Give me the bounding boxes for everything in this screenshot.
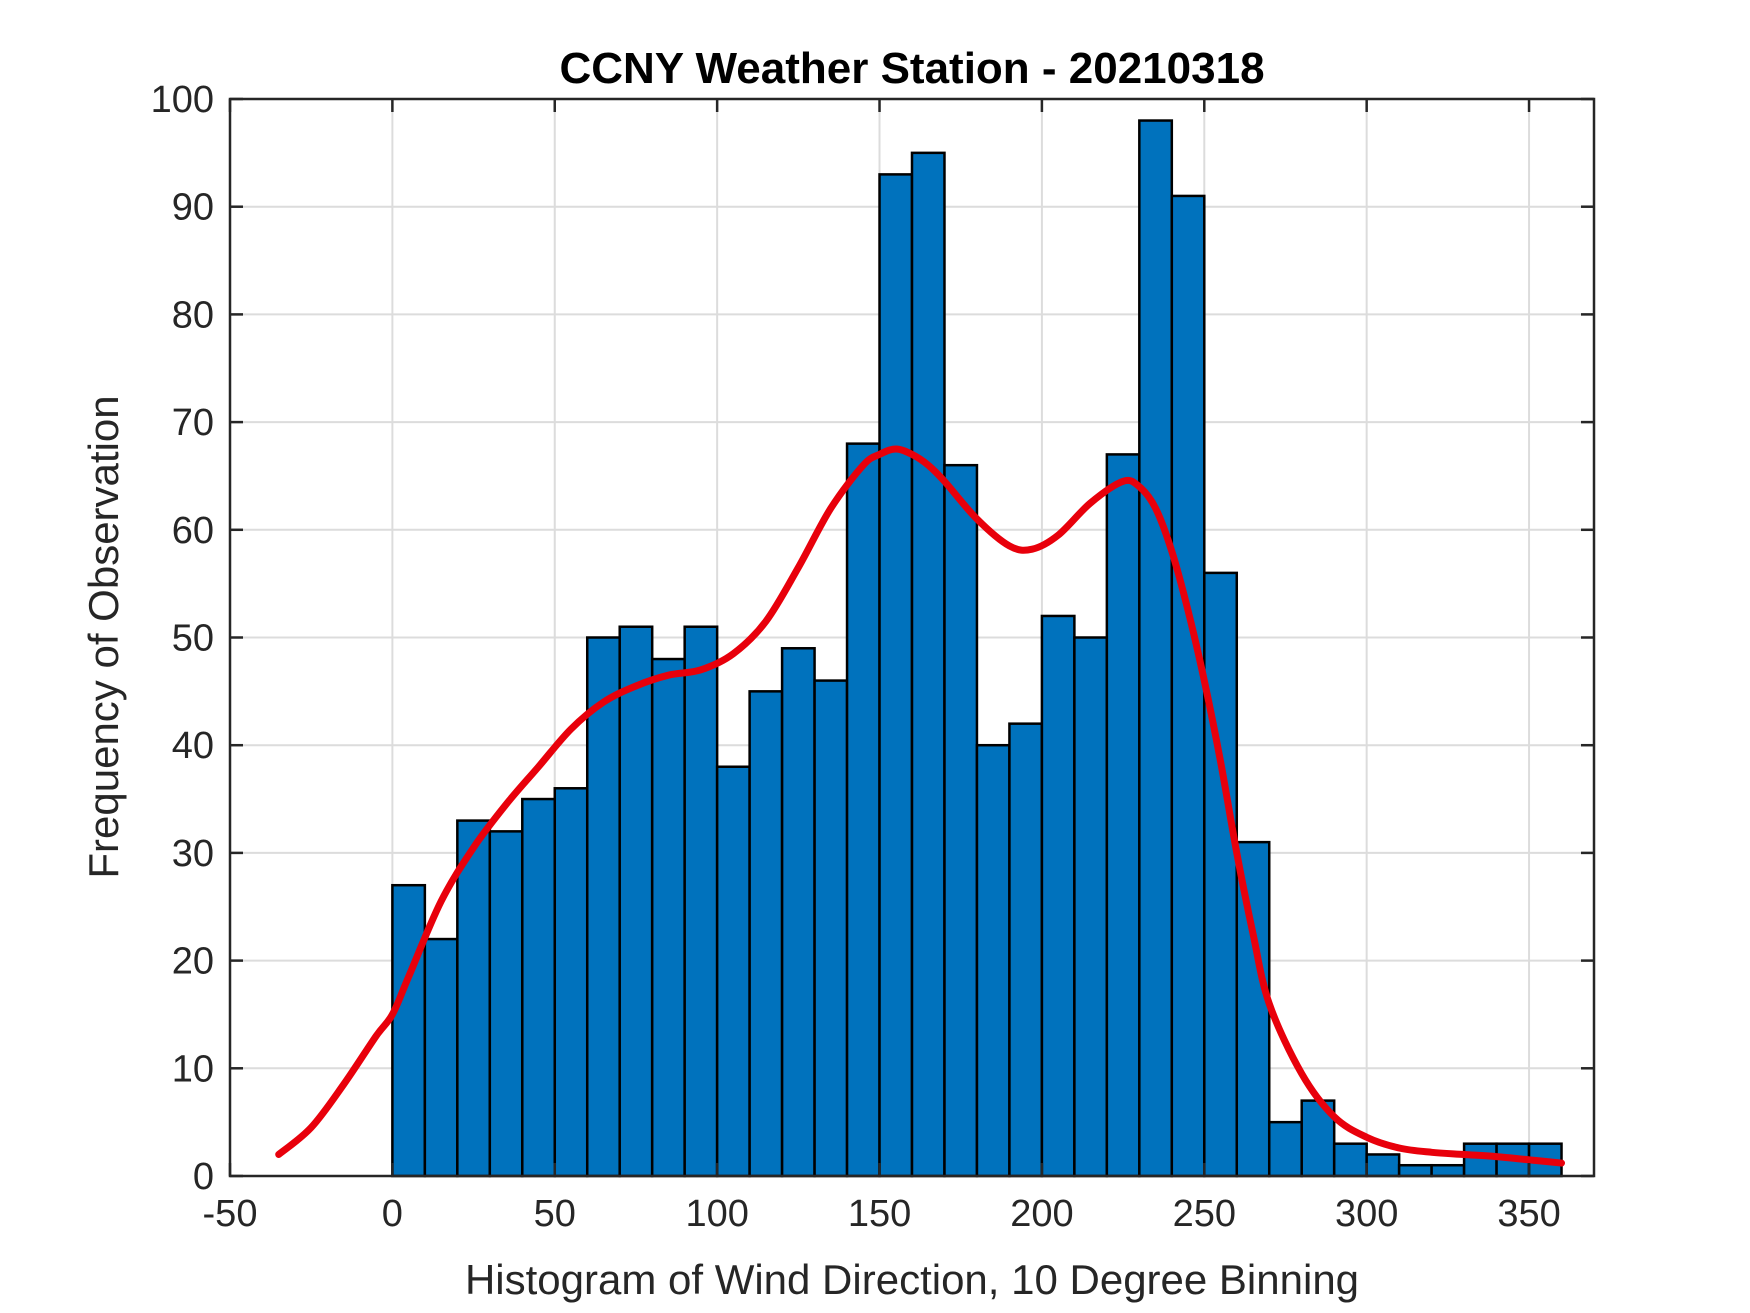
histogram-bar (878, 173, 914, 1178)
chart-title: CCNY Weather Station - 20210318 (559, 44, 1264, 93)
x-tick-label: -50 (203, 1193, 258, 1235)
histogram-bar (1170, 194, 1206, 1178)
histogram-bar (1138, 119, 1174, 1178)
y-tick-label: 100 (151, 79, 214, 121)
y-tick-labels: 0 10 20 30 40 50 60 70 80 90 100 (151, 79, 214, 1198)
histogram-bar (943, 463, 979, 1178)
histogram-bar (1105, 453, 1141, 1178)
histogram-bar (715, 765, 751, 1178)
histogram-bar (650, 657, 686, 1178)
y-tick-label: 90 (172, 187, 214, 229)
histogram-bar (683, 625, 719, 1178)
histogram-bar (1203, 571, 1239, 1178)
x-tick-label: 250 (1173, 1193, 1236, 1235)
histogram-bar (521, 797, 557, 1178)
x-tick-label: 350 (1497, 1193, 1560, 1235)
x-tick-label: 50 (534, 1193, 576, 1235)
histogram-bar (1332, 1142, 1368, 1178)
x-tick-labels: -50 0 50 100 150 200 250 300 350 (203, 1193, 1561, 1235)
histogram-bar (1073, 636, 1109, 1178)
x-tick-label: 150 (848, 1193, 911, 1235)
histogram-bar (1365, 1153, 1401, 1178)
histogram-bar (813, 679, 849, 1178)
histogram-bar (1462, 1142, 1498, 1178)
y-tick-label: 30 (172, 833, 214, 875)
histogram-bar (845, 442, 881, 1178)
histogram-bar (423, 937, 459, 1178)
histogram-bar (1430, 1163, 1466, 1178)
histogram-bar (780, 647, 816, 1178)
x-tick-label: 200 (1010, 1193, 1073, 1235)
histogram-bar (391, 883, 427, 1178)
histogram-bar (1397, 1163, 1433, 1178)
histogram-bar (456, 819, 492, 1178)
histogram-bars (391, 119, 1563, 1178)
histogram-bar (585, 636, 621, 1178)
fit-curve-layer (275, 445, 1566, 1167)
x-tick-label: 300 (1335, 1193, 1398, 1235)
y-tick-label: 0 (193, 1156, 214, 1198)
histogram-bar (618, 625, 654, 1178)
axis-ticks (228, 97, 1594, 1178)
histogram-bar (488, 830, 524, 1178)
y-tick-label: 10 (172, 1048, 214, 1090)
histogram-bar (910, 151, 946, 1178)
x-axis-label: Histogram of Wind Direction, 10 Degree B… (465, 1256, 1359, 1303)
x-tick-label: 0 (382, 1193, 403, 1235)
y-tick-label: 70 (172, 402, 214, 444)
histogram-bar (975, 743, 1011, 1178)
y-axis-label: Frequency of Observation (80, 395, 127, 878)
y-tick-label: 20 (172, 941, 214, 983)
histogram-bar (748, 690, 784, 1178)
histogram-bar (1008, 722, 1044, 1178)
density-fit-curve (275, 445, 1566, 1167)
histogram-bar (1040, 614, 1076, 1178)
x-tick-label: 100 (685, 1193, 748, 1235)
y-tick-label: 80 (172, 294, 214, 336)
y-tick-label: 60 (172, 510, 214, 552)
y-tick-label: 40 (172, 725, 214, 767)
y-tick-label: 50 (172, 618, 214, 660)
histogram-bar (1267, 1120, 1303, 1178)
histogram-bar (553, 787, 589, 1178)
